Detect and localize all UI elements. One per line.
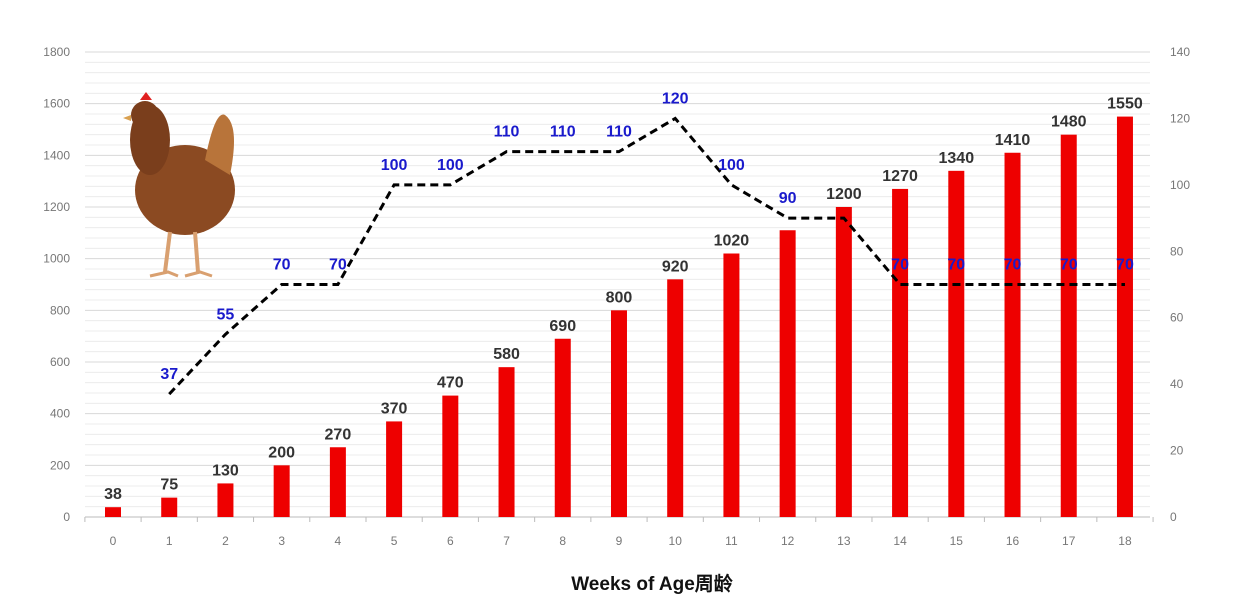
bar-week-16 [1004, 152, 1021, 517]
bar-value-label: 580 [493, 346, 520, 363]
x-tick-label: 14 [893, 534, 907, 548]
line-value-label: 55 [217, 306, 235, 323]
bar-week-3 [273, 465, 290, 517]
x-tick-label: 13 [837, 534, 851, 548]
line-value-label: 100 [381, 157, 408, 174]
bar-value-label: 1200 [826, 186, 862, 203]
x-tick-label: 0 [110, 534, 117, 548]
line-value-label: 70 [947, 257, 965, 274]
bar-week-15 [948, 170, 965, 518]
y-left-tick-label: 800 [50, 303, 70, 317]
y-left-tick-label: 1600 [43, 97, 70, 111]
bar-value-label: 130 [212, 462, 239, 479]
y-left-tick-label: 1000 [43, 252, 70, 266]
bar-value-label: 1340 [939, 150, 975, 167]
bar-value-label: 800 [606, 289, 633, 306]
bar-value-label: 1480 [1051, 114, 1087, 131]
x-tick-label: 3 [278, 534, 285, 548]
bar-week-2 [217, 483, 234, 517]
feed-intake-line [168, 116, 1125, 396]
line-value-label: 37 [160, 366, 178, 383]
bar-week-17 [1060, 134, 1077, 517]
bar-week-18 [1116, 116, 1133, 517]
x-tick-label: 12 [781, 534, 795, 548]
bar-week-9 [610, 310, 627, 517]
chicken-image [123, 92, 235, 278]
line-value-label: 70 [329, 257, 347, 274]
line-value-label: 110 [606, 124, 632, 141]
y-right-tick-label: 80 [1170, 244, 1184, 258]
x-axis-title: Weeks of Age周龄 [571, 572, 734, 595]
x-tick-label: 11 [725, 534, 738, 548]
line-value-label: 110 [494, 124, 520, 141]
bar-value-label: 470 [437, 375, 464, 392]
line-value-label: 120 [662, 90, 689, 107]
y-right-tick-label: 40 [1170, 377, 1184, 391]
bar-week-11 [723, 253, 740, 517]
bar-week-5 [386, 421, 403, 517]
x-tick-label: 2 [222, 534, 229, 548]
y-right-tick-label: 140 [1170, 45, 1190, 59]
y-right-tick-label: 60 [1170, 311, 1184, 325]
y-right-tick-label: 20 [1170, 444, 1184, 458]
bar-week-4 [329, 447, 346, 517]
bar-value-label: 370 [381, 400, 408, 417]
x-tick-label: 7 [503, 534, 510, 548]
bar-value-label: 920 [662, 258, 689, 275]
bar-value-label: 1550 [1107, 96, 1143, 113]
x-tick-label: 17 [1062, 534, 1076, 548]
x-tick-label: 8 [559, 534, 566, 548]
line-value-label: 70 [1116, 257, 1134, 274]
y-right-tick-label: 100 [1170, 178, 1190, 192]
x-tick-label: 5 [391, 534, 398, 548]
x-tick-label: 4 [335, 534, 342, 548]
y-right-tick-label: 0 [1170, 510, 1177, 524]
x-tick-label: 15 [950, 534, 964, 548]
y-left-tick-label: 400 [50, 407, 70, 421]
bar-value-label: 1020 [714, 233, 750, 250]
x-tick-label: 1 [166, 534, 173, 548]
line-value-label: 90 [779, 190, 797, 207]
bar-week-8 [554, 338, 571, 517]
y-left-tick-label: 0 [63, 510, 70, 524]
y-left-tick-label: 600 [50, 355, 70, 369]
x-tick-label: 18 [1118, 534, 1132, 548]
bar-week-10 [667, 279, 684, 517]
bar-value-label: 200 [268, 444, 295, 461]
y-left-tick-label: 200 [50, 458, 70, 472]
bar-value-label: 270 [325, 426, 352, 443]
bar-value-label: 75 [160, 477, 178, 494]
x-tick-label: 6 [447, 534, 454, 548]
bar-week-1 [161, 497, 178, 517]
line-value-label: 70 [1004, 257, 1022, 274]
line-value-label: 70 [891, 257, 909, 274]
bar-week-6 [442, 395, 459, 517]
bar-value-label: 690 [549, 318, 576, 335]
y-left-tick-label: 1800 [43, 45, 70, 59]
bar-week-12 [779, 230, 796, 517]
y-left-tick-label: 1200 [43, 200, 70, 214]
x-tick-label: 10 [669, 534, 683, 548]
x-tick-label: 16 [1006, 534, 1020, 548]
line-value-label: 100 [437, 157, 464, 174]
bar-week-7 [498, 367, 515, 517]
x-tick-label: 9 [616, 534, 623, 548]
line-value-label: 70 [273, 257, 291, 274]
bar-value-label: 38 [104, 486, 122, 503]
bar-week-13 [835, 207, 852, 517]
bar-value-label: 1410 [995, 132, 1031, 149]
line-value-label: 110 [550, 124, 576, 141]
y-right-tick-label: 120 [1170, 111, 1190, 125]
bar-week-0 [105, 507, 121, 517]
bar-value-label: 1270 [882, 168, 918, 185]
line-value-label: 70 [1060, 257, 1078, 274]
y-left-tick-label: 1400 [43, 148, 70, 162]
bar-week-14 [892, 188, 909, 517]
line-value-label: 100 [718, 157, 745, 174]
